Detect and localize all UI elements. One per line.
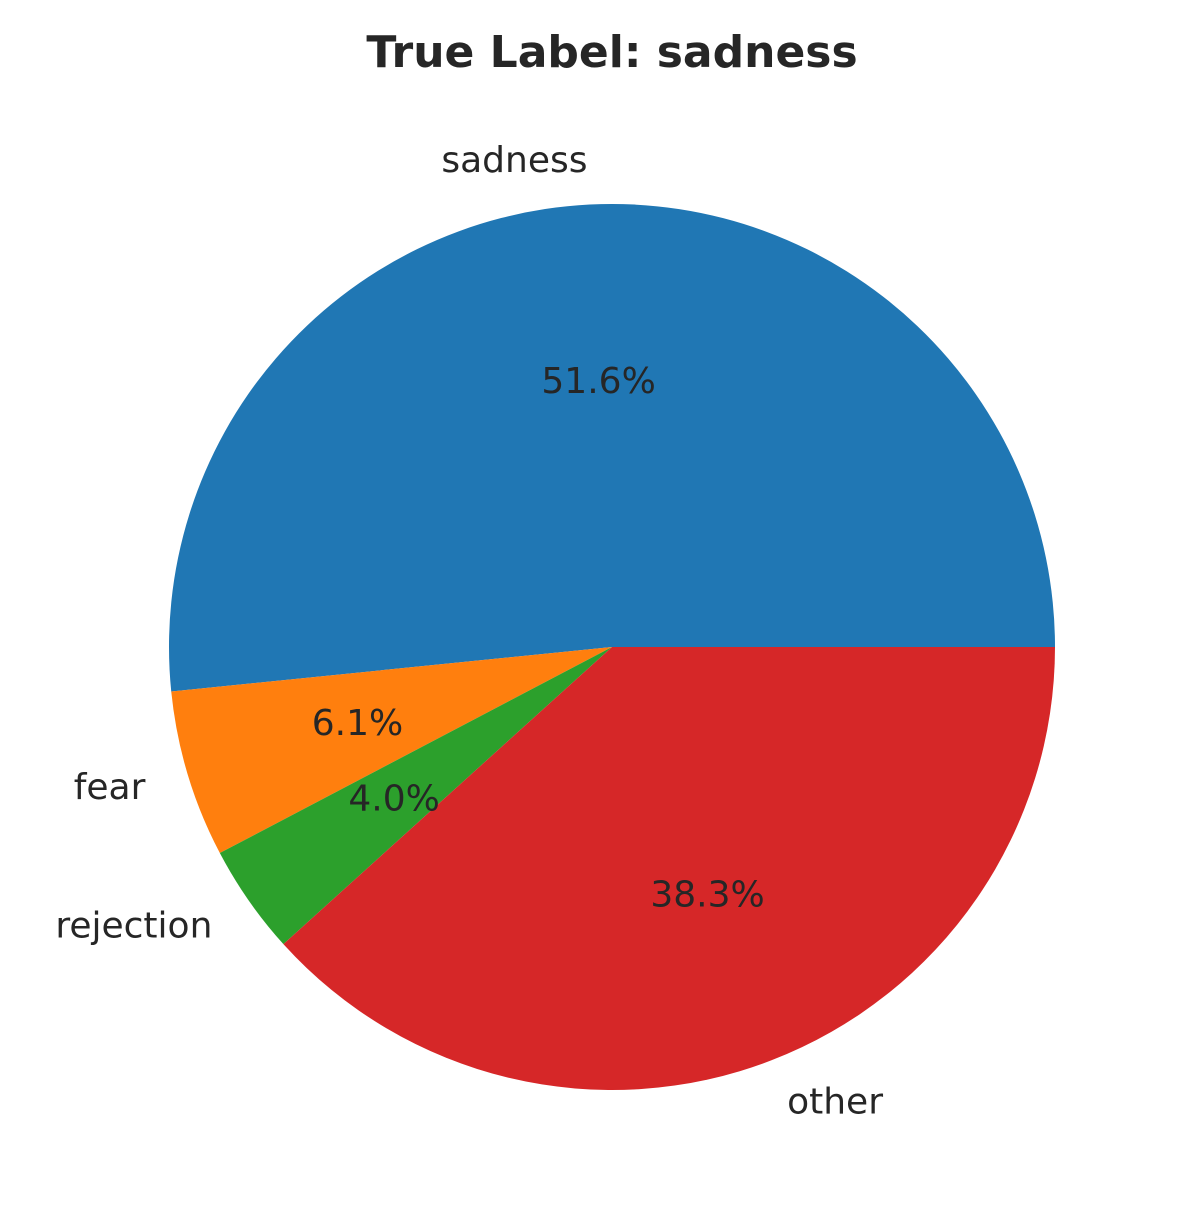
pie-slice-fear bbox=[171, 647, 613, 854]
pie-labels: sadness 51.6% fear 6.1% rejection 4.0% other 38… bbox=[55, 140, 883, 1123]
slice-label-rejection: rejection bbox=[55, 905, 212, 946]
slice-pct-other: 38.3% bbox=[650, 875, 764, 916]
slice-label-other: other bbox=[787, 1081, 883, 1122]
pie-slice-other bbox=[283, 647, 1055, 1090]
slice-pct-sadness: 51.6% bbox=[541, 361, 655, 402]
pie-slice-sadness bbox=[169, 203, 1056, 692]
pie-slice-rejection bbox=[219, 647, 612, 945]
slice-pct-rejection: 4.0% bbox=[348, 779, 439, 820]
slice-pct-fear: 6.1% bbox=[312, 703, 403, 744]
slice-label-sadness: sadness bbox=[441, 140, 587, 181]
chart-title: True Label: sadness bbox=[366, 27, 857, 78]
slice-label-fear: fear bbox=[74, 767, 146, 808]
pie-slices bbox=[169, 203, 1056, 1090]
